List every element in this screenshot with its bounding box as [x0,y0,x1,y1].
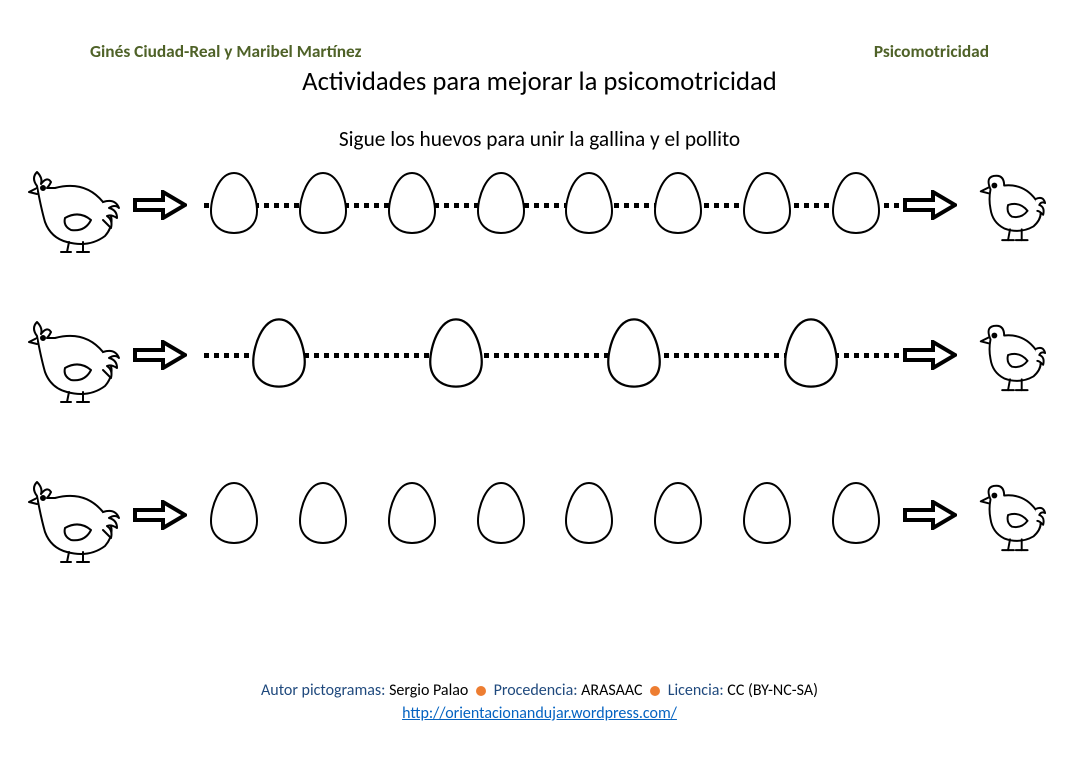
arrow-cell [900,340,960,370]
page-title: Actividades para mejorar la psicomotrici… [0,66,1079,98]
chick-icon [971,476,1049,554]
tracing-row [20,300,1060,410]
footer-link[interactable]: http://orientacionandujar.wordpress.com/ [402,704,677,723]
arrow-cell [900,190,960,220]
chick-cell [960,476,1060,554]
egg [209,481,259,550]
egg [653,171,703,240]
egg-icon [742,171,792,235]
egg [831,171,881,240]
egg-icon [653,171,703,235]
chick-icon [971,166,1049,244]
egg [428,317,484,394]
egg-icon [564,481,614,545]
hen-cell [20,308,130,403]
egg-icon [476,481,526,545]
chick-cell [960,316,1060,394]
eggs-track [190,460,900,570]
footer-license-value: CC (BY-NC-SA) [727,681,818,700]
arrow-cell [130,340,190,370]
egg-icon [298,481,348,545]
egg-icon [653,481,703,545]
footer-credits: Autor pictogramas: Sergio Palao Proceden… [0,680,1079,702]
footer-author-label: Autor pictogramas: [261,681,389,700]
arrow-right-icon [903,190,957,220]
egg [742,171,792,240]
egg [298,171,348,240]
hen-cell [20,468,130,563]
egg-icon [251,317,307,389]
egg [653,481,703,550]
footer-license-label: Licencia: [668,681,728,700]
egg [783,317,839,394]
footer-source-value: ARASAAC [581,681,642,700]
bullet-icon [476,686,486,696]
footer-author-value: Sergio Palao [389,681,468,700]
eggs-track [190,150,900,260]
egg [298,481,348,550]
egg-icon [564,171,614,235]
arrow-right-icon [133,190,187,220]
arrow-right-icon [133,500,187,530]
egg [387,171,437,240]
egg-icon [209,171,259,235]
egg-icon [298,171,348,235]
egg [476,481,526,550]
arrow-cell [900,500,960,530]
chick-icon [971,316,1049,394]
arrow-cell [130,190,190,220]
instruction-text: Sigue los huevos para unir la gallina y … [0,126,1079,152]
arrow-right-icon [133,340,187,370]
egg [387,481,437,550]
eggs-track [190,300,900,410]
egg [564,481,614,550]
egg-icon [831,171,881,235]
hen-icon [25,468,125,563]
header-authors: Ginés Ciudad-Real y Maribel Martínez [90,40,361,62]
egg-icon [831,481,881,545]
hen-icon [25,158,125,253]
footer-source-label: Procedencia: [494,681,582,700]
egg [742,481,792,550]
egg-icon [209,481,259,545]
hen-cell [20,158,130,253]
arrow-right-icon [903,500,957,530]
egg-icon [742,481,792,545]
tracing-row [20,460,1060,570]
egg [564,171,614,240]
egg-icon [476,171,526,235]
egg-icon [387,171,437,235]
egg [606,317,662,394]
egg-icon [606,317,662,389]
egg [476,171,526,240]
arrow-right-icon [903,340,957,370]
egg [831,481,881,550]
chick-cell [960,166,1060,244]
bullet-icon [650,686,660,696]
egg [251,317,307,394]
header-subject: Psicomotricidad [874,40,989,62]
arrow-cell [130,500,190,530]
egg-icon [783,317,839,389]
footer: Autor pictogramas: Sergio Palao Proceden… [0,680,1079,725]
egg-icon [387,481,437,545]
hen-icon [25,308,125,403]
egg [209,171,259,240]
tracing-row [20,150,1060,260]
egg-icon [428,317,484,389]
